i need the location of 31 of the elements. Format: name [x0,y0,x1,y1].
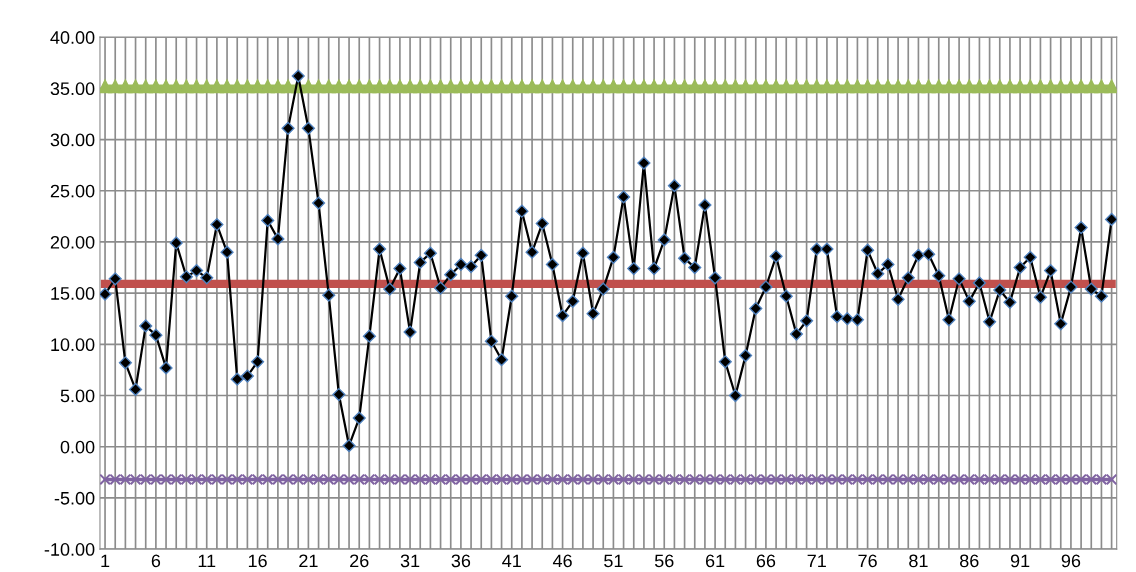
x-tick-label: 1 [101,554,110,568]
x-tick-label: 91 [1010,554,1030,568]
x-tick-label: 96 [1061,554,1081,568]
x-tick-label: 71 [807,554,826,568]
x-tick-label: 11 [198,554,216,568]
y-tick-label: 15.00 [51,287,95,300]
x-tick-label: 86 [960,554,979,568]
x-tick-label: 6 [151,554,161,568]
y-tick-label: 10.00 [51,338,95,352]
y-tick-label: 40.00 [50,31,95,44]
y-tick-label: 20.00 [50,235,95,249]
x-tick-label: 66 [756,554,776,568]
x-tick-label: 46 [552,554,572,568]
x-tick-label: 81 [909,554,928,568]
x-tick-label: 21 [299,554,318,568]
x-tick-label: 51 [604,554,623,568]
x-tick-label: 61 [705,554,725,568]
x-tick-label: 31 [400,554,420,568]
x-tick-label: 26 [350,554,369,568]
y-tick-label: 30.00 [50,133,95,147]
y-tick-label: 25.00 [50,184,95,198]
y-tick-label: 35.00 [50,82,95,96]
y-tick-label: -10.00 [44,543,95,556]
y-tick-label: -5.00 [54,491,95,505]
x-tick-label: 41 [502,554,521,568]
x-tick-label: 56 [654,554,674,568]
y-tick-label: 5.00 [60,389,95,403]
x-tick-label: 36 [451,554,471,568]
x-tick-label: 16 [248,554,267,568]
x-tick-label: 76 [858,554,877,568]
y-tick-label: 0.00 [60,440,95,454]
